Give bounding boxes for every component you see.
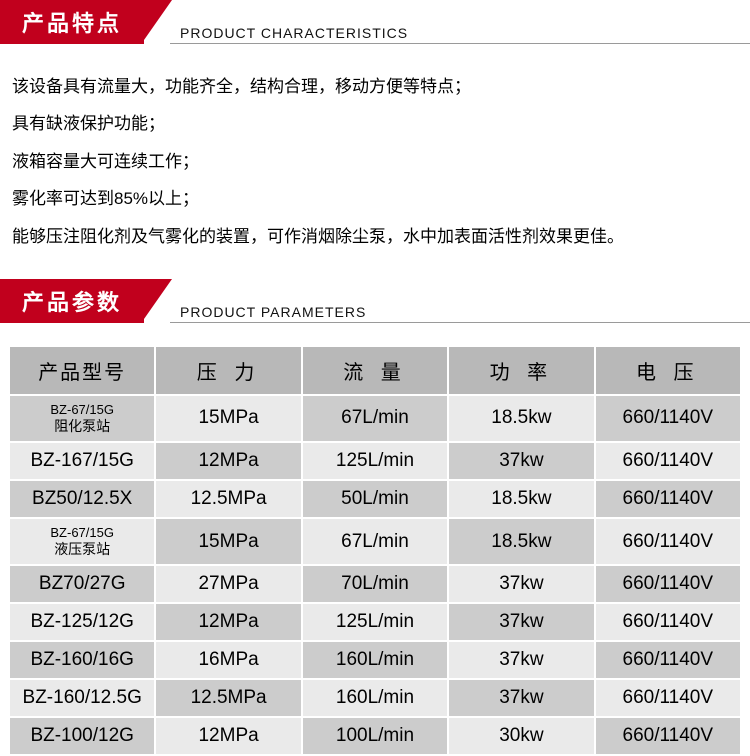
cell-power: 18.5kw (449, 519, 593, 564)
cell-power: 37kw (449, 604, 593, 640)
cell-model: BZ-167/15G (10, 443, 154, 479)
cell-pressure: 12MPa (156, 443, 300, 479)
cell-voltage: 660/1140V (596, 566, 740, 602)
cell-flow: 160L/min (303, 642, 447, 678)
cell-flow: 70L/min (303, 566, 447, 602)
cell-voltage: 660/1140V (596, 680, 740, 716)
cell-model: BZ50/12.5X (10, 481, 154, 517)
cell-power: 37kw (449, 642, 593, 678)
table-row: BZ-160/12.5G12.5MPa160L/min37kw660/1140V (10, 680, 740, 716)
cell-flow: 67L/min (303, 519, 447, 564)
cell-flow: 100L/min (303, 718, 447, 754)
col-pressure: 压 力 (156, 347, 300, 394)
col-voltage: 电 压 (596, 347, 740, 394)
characteristics-title-cn: 产品特点 (0, 0, 144, 44)
cell-flow: 50L/min (303, 481, 447, 517)
feature-line: 该设备具有流量大，功能齐全，结构合理，移动方便等特点； (12, 68, 738, 105)
cell-voltage: 660/1140V (596, 519, 740, 564)
cell-flow: 160L/min (303, 680, 447, 716)
cell-voltage: 660/1140V (596, 718, 740, 754)
cell-model: BZ-67/15G阻化泵站 (10, 396, 154, 441)
parameters-table-wrap: 产品型号 压 力 流 量 功 率 电 压 BZ-67/15G阻化泵站15MPa6… (0, 323, 750, 756)
feature-line: 具有缺液保护功能； (12, 105, 738, 142)
cell-pressure: 12.5MPa (156, 680, 300, 716)
cell-voltage: 660/1140V (596, 642, 740, 678)
parameters-header: 产品参数 PRODUCT PARAMETERS (0, 279, 750, 323)
table-row: BZ-67/15G液压泵站15MPa67L/min18.5kw660/1140V (10, 519, 740, 564)
cell-flow: 125L/min (303, 443, 447, 479)
parameters-title-cn: 产品参数 (0, 279, 144, 323)
cell-power: 18.5kw (449, 396, 593, 441)
cell-model: BZ-67/15G液压泵站 (10, 519, 154, 564)
cell-pressure: 12.5MPa (156, 481, 300, 517)
table-row: BZ70/27G27MPa70L/min37kw660/1140V (10, 566, 740, 602)
cell-pressure: 16MPa (156, 642, 300, 678)
cell-model: BZ70/27G (10, 566, 154, 602)
cell-voltage: 660/1140V (596, 396, 740, 441)
cell-power: 30kw (449, 718, 593, 754)
cell-model: BZ-125/12G (10, 604, 154, 640)
table-row: BZ-160/16G16MPa160L/min37kw660/1140V (10, 642, 740, 678)
cell-flow: 67L/min (303, 396, 447, 441)
cell-pressure: 27MPa (156, 566, 300, 602)
characteristics-header: 产品特点 PRODUCT CHARACTERISTICS (0, 0, 750, 44)
table-row: BZ-125/12G12MPa125L/min37kw660/1140V (10, 604, 740, 640)
characteristics-title-en: PRODUCT CHARACTERISTICS (170, 25, 750, 44)
cell-model: BZ-160/16G (10, 642, 154, 678)
parameters-title-en: PRODUCT PARAMETERS (170, 304, 750, 323)
cell-flow: 125L/min (303, 604, 447, 640)
cell-pressure: 12MPa (156, 604, 300, 640)
cell-pressure: 12MPa (156, 718, 300, 754)
table-row: BZ-100/12G12MPa100L/min30kw660/1140V (10, 718, 740, 754)
cell-voltage: 660/1140V (596, 481, 740, 517)
table-row: BZ-67/15G阻化泵站15MPa67L/min18.5kw660/1140V (10, 396, 740, 441)
table-header-row: 产品型号 压 力 流 量 功 率 电 压 (10, 347, 740, 394)
cell-power: 18.5kw (449, 481, 593, 517)
feature-line: 能够压注阻化剂及气雾化的装置，可作消烟除尘泵，水中加表面活性剂效果更佳。 (12, 218, 738, 255)
col-power: 功 率 (449, 347, 593, 394)
cell-power: 37kw (449, 566, 593, 602)
col-model: 产品型号 (10, 347, 154, 394)
characteristics-body: 该设备具有流量大，功能齐全，结构合理，移动方便等特点； 具有缺液保护功能； 液箱… (0, 44, 750, 279)
table-row: BZ50/12.5X12.5MPa50L/min18.5kw660/1140V (10, 481, 740, 517)
feature-line: 雾化率可达到85%以上； (12, 180, 738, 217)
cell-voltage: 660/1140V (596, 443, 740, 479)
cell-pressure: 15MPa (156, 396, 300, 441)
table-row: BZ-167/15G12MPa125L/min37kw660/1140V (10, 443, 740, 479)
feature-line: 液箱容量大可连续工作； (12, 143, 738, 180)
cell-power: 37kw (449, 443, 593, 479)
cell-voltage: 660/1140V (596, 604, 740, 640)
parameters-table: 产品型号 压 力 流 量 功 率 电 压 BZ-67/15G阻化泵站15MPa6… (8, 345, 742, 756)
cell-model: BZ-160/12.5G (10, 680, 154, 716)
col-flow: 流 量 (303, 347, 447, 394)
cell-power: 37kw (449, 680, 593, 716)
cell-pressure: 15MPa (156, 519, 300, 564)
cell-model: BZ-100/12G (10, 718, 154, 754)
